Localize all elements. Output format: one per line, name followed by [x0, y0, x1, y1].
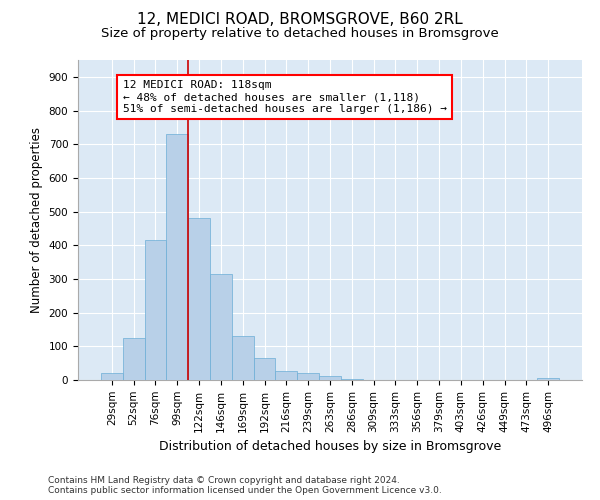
Bar	[275, 370, 297, 380]
Y-axis label: Number of detached properties: Number of detached properties	[30, 127, 43, 313]
Bar	[123, 338, 145, 380]
Bar	[341, 379, 363, 380]
Text: Size of property relative to detached houses in Bromsgrove: Size of property relative to detached ho…	[101, 28, 499, 40]
Bar	[145, 240, 166, 380]
Bar	[297, 372, 319, 380]
Bar	[166, 134, 188, 380]
Text: Contains HM Land Registry data © Crown copyright and database right 2024.
Contai: Contains HM Land Registry data © Crown c…	[48, 476, 442, 495]
Bar	[188, 218, 210, 380]
Bar	[319, 376, 341, 380]
Bar	[101, 374, 123, 380]
Text: 12 MEDICI ROAD: 118sqm
← 48% of detached houses are smaller (1,118)
51% of semi-: 12 MEDICI ROAD: 118sqm ← 48% of detached…	[123, 80, 447, 114]
Text: 12, MEDICI ROAD, BROMSGROVE, B60 2RL: 12, MEDICI ROAD, BROMSGROVE, B60 2RL	[137, 12, 463, 28]
Bar	[210, 274, 232, 380]
Bar	[537, 378, 559, 380]
Bar	[254, 358, 275, 380]
X-axis label: Distribution of detached houses by size in Bromsgrove: Distribution of detached houses by size …	[159, 440, 501, 453]
Bar	[232, 336, 254, 380]
